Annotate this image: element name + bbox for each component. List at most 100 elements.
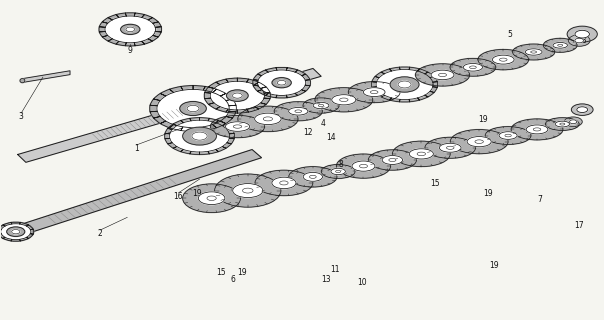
Ellipse shape	[439, 73, 446, 76]
Ellipse shape	[463, 63, 483, 71]
Polygon shape	[0, 222, 34, 241]
Text: 13: 13	[321, 275, 331, 284]
Text: 17: 17	[574, 221, 584, 230]
Polygon shape	[371, 67, 438, 102]
Ellipse shape	[545, 118, 579, 131]
Ellipse shape	[553, 43, 567, 48]
Polygon shape	[204, 78, 271, 113]
Text: 16: 16	[174, 192, 183, 201]
Text: 19: 19	[489, 261, 498, 270]
Text: 15: 15	[216, 268, 225, 277]
Ellipse shape	[303, 98, 339, 113]
Ellipse shape	[478, 50, 528, 70]
Circle shape	[257, 70, 306, 95]
Text: 15: 15	[430, 180, 439, 188]
Ellipse shape	[469, 66, 477, 68]
Ellipse shape	[555, 121, 570, 127]
Ellipse shape	[417, 152, 426, 156]
Text: 5: 5	[507, 30, 512, 39]
Ellipse shape	[557, 44, 563, 46]
Ellipse shape	[280, 181, 288, 185]
Text: 19: 19	[191, 189, 201, 198]
Circle shape	[121, 24, 140, 35]
Ellipse shape	[544, 38, 577, 52]
Ellipse shape	[289, 108, 308, 115]
Circle shape	[564, 117, 582, 126]
Polygon shape	[165, 118, 234, 155]
Ellipse shape	[238, 106, 298, 132]
Ellipse shape	[492, 55, 514, 64]
Ellipse shape	[416, 64, 470, 86]
Circle shape	[180, 101, 207, 116]
Circle shape	[277, 80, 286, 85]
Ellipse shape	[318, 104, 324, 107]
Text: 4: 4	[321, 119, 326, 128]
Ellipse shape	[263, 117, 272, 121]
Ellipse shape	[485, 127, 531, 144]
Circle shape	[571, 104, 593, 116]
Polygon shape	[11, 149, 262, 236]
Circle shape	[1, 224, 31, 240]
Ellipse shape	[370, 91, 378, 94]
Text: 2: 2	[98, 229, 103, 238]
Circle shape	[105, 16, 156, 43]
Ellipse shape	[210, 116, 265, 138]
Ellipse shape	[303, 172, 323, 181]
Text: 14: 14	[326, 132, 336, 141]
Ellipse shape	[526, 125, 548, 134]
Ellipse shape	[313, 102, 329, 109]
Circle shape	[567, 26, 597, 42]
Ellipse shape	[531, 51, 536, 53]
Circle shape	[568, 35, 590, 46]
Ellipse shape	[505, 134, 511, 137]
Text: 18: 18	[577, 36, 587, 45]
Text: 11: 11	[330, 265, 340, 275]
Ellipse shape	[560, 123, 565, 125]
Ellipse shape	[289, 167, 337, 187]
Polygon shape	[150, 85, 236, 132]
Ellipse shape	[359, 164, 367, 168]
Ellipse shape	[389, 158, 396, 162]
Ellipse shape	[255, 113, 281, 124]
Text: 9: 9	[128, 45, 133, 55]
Ellipse shape	[431, 70, 454, 80]
Circle shape	[272, 78, 291, 88]
Ellipse shape	[393, 141, 450, 167]
Ellipse shape	[499, 132, 517, 139]
Ellipse shape	[364, 88, 385, 97]
Text: 3: 3	[19, 113, 24, 122]
Text: 1: 1	[134, 144, 139, 153]
Ellipse shape	[446, 146, 454, 149]
Text: 19: 19	[237, 268, 246, 277]
Polygon shape	[99, 13, 161, 46]
Ellipse shape	[475, 140, 483, 143]
Circle shape	[570, 120, 577, 124]
Circle shape	[192, 132, 207, 140]
Ellipse shape	[511, 119, 563, 140]
Ellipse shape	[336, 170, 341, 172]
Text: 12: 12	[303, 128, 313, 137]
Text: 6: 6	[230, 275, 235, 284]
Circle shape	[170, 120, 230, 152]
Ellipse shape	[368, 150, 417, 170]
Circle shape	[11, 229, 20, 234]
Ellipse shape	[295, 110, 301, 113]
Ellipse shape	[321, 164, 355, 179]
Circle shape	[126, 27, 135, 32]
Text: 10: 10	[358, 278, 367, 287]
Circle shape	[7, 227, 25, 236]
Circle shape	[577, 107, 588, 113]
Circle shape	[226, 90, 248, 101]
Text: 8: 8	[339, 160, 344, 169]
Ellipse shape	[439, 143, 461, 152]
Circle shape	[157, 89, 229, 128]
Ellipse shape	[242, 188, 253, 193]
Ellipse shape	[225, 122, 249, 131]
Ellipse shape	[214, 174, 281, 207]
Ellipse shape	[425, 137, 475, 158]
Ellipse shape	[309, 175, 316, 178]
Circle shape	[182, 127, 216, 145]
Circle shape	[398, 81, 411, 88]
Ellipse shape	[533, 128, 541, 131]
Circle shape	[187, 105, 199, 112]
